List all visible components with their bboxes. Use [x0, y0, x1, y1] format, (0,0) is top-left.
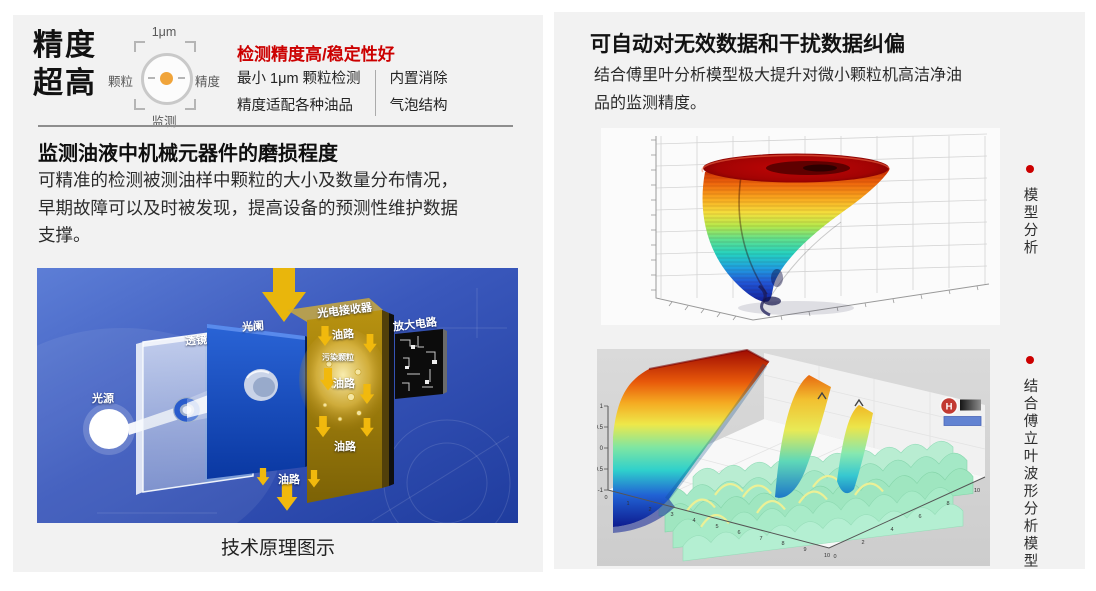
feature-item: 最小 1μm 颗粒检测 — [237, 71, 361, 87]
icon-label-monitor: 监测 — [151, 115, 177, 129]
card-title-line2: 超高 — [33, 67, 97, 100]
diagram-label-lens: 透镜 — [184, 334, 208, 348]
model-analysis-chart-image — [601, 128, 1000, 325]
oil-chamber — [287, 298, 394, 503]
axes: 1 0.5 0 -0.5 -1 0 1 2 3 4 5 6 7 — [597, 404, 986, 560]
amplifier-board — [395, 329, 447, 399]
svg-text:2: 2 — [861, 540, 864, 546]
icon-label-1um: 1μm — [151, 25, 177, 39]
svg-text:3: 3 — [670, 512, 673, 518]
optical-path-illustration — [37, 268, 518, 523]
diagram-label-oil-path: 油路 — [331, 328, 355, 342]
svg-text:5: 5 — [715, 524, 718, 530]
bracket-corner-icon — [134, 41, 145, 52]
diagram-label-oil-path: 油路 — [333, 378, 355, 390]
data-correction-card: 可自动对无效数据和干扰数据纠偏 结合傅里叶分析模型极大提升对微小颗粒机高洁净油 … — [554, 12, 1085, 571]
crosshair-dash-icon — [178, 77, 185, 79]
diagram-label-light-source: 光源 — [92, 393, 114, 405]
bracket-corner-icon — [185, 41, 196, 52]
crosshair-dash-icon — [148, 77, 155, 79]
spiral-funnel-surface — [701, 153, 890, 317]
main-waves — [613, 349, 873, 533]
badge-letter: H — [946, 402, 953, 413]
axes — [651, 136, 990, 321]
section-body: 可精准的检测被测油样中颗粒的大小及数量分布情况， 早期故障可以及时被发现，提高设… — [38, 170, 458, 245]
svg-text:6: 6 — [737, 530, 740, 536]
svg-text:4: 4 — [692, 518, 695, 524]
spiral-surface-plot — [601, 128, 1000, 325]
svg-text:6: 6 — [918, 514, 921, 520]
waveform-surface-plot: 1 0.5 0 -0.5 -1 0 1 2 3 4 5 6 7 — [597, 349, 990, 566]
vertical-divider — [374, 70, 376, 116]
aperture-panel — [207, 324, 311, 479]
fourier-waveform-chart-image: 1 0.5 0 -0.5 -1 0 1 2 3 4 5 6 7 — [597, 349, 990, 566]
diagram-caption: 技术原理图示 — [220, 538, 335, 559]
side-label-text: 结合傅立叶波形分析模型 — [1021, 378, 1038, 571]
diagram-label-oil-path: 油路 — [278, 474, 300, 486]
card-title-line1: 精度 — [33, 29, 97, 62]
feature-item: 气泡结构 — [389, 98, 448, 114]
diagram-label-particles: 污染颗粒 — [322, 353, 354, 362]
side-label-fourier-model: 结合傅立叶波形分析模型 — [1016, 356, 1044, 571]
bracket-corner-icon — [134, 99, 145, 110]
highlight-title: 检测精度高/稳定性好 — [237, 45, 395, 64]
circle-ring-icon — [141, 53, 193, 105]
section-title: 监测油液中机械元器件的磨损程度 — [38, 143, 338, 165]
right-card-body: 结合傅里叶分析模型极大提升对微小颗粒机高洁净油 品的监测精度。 — [594, 67, 963, 112]
ripple-field — [658, 440, 974, 562]
svg-text:9: 9 — [803, 547, 806, 553]
svg-text:7: 7 — [759, 536, 762, 542]
svg-text:8: 8 — [946, 501, 949, 507]
brand-badge: H — [939, 396, 982, 426]
bullet-icon — [1026, 356, 1034, 364]
icon-label-precision: 精度 — [194, 75, 220, 89]
bracket-corner-icon — [185, 99, 196, 110]
feature-column-left: 最小 1μm 颗粒检测 精度适配各种油品 — [237, 66, 361, 120]
svg-text:1: 1 — [626, 501, 629, 507]
icon-label-particle: 颗粒 — [108, 75, 134, 89]
svg-text:0: 0 — [604, 495, 607, 501]
optical-path-diagram: 光源 透镜 光阑 光电接收器 放大电路 油路 污染颗粒 油路 油路 油路 — [37, 268, 518, 523]
svg-text:10: 10 — [974, 488, 980, 494]
svg-text:0: 0 — [600, 446, 604, 452]
diagram-label-aperture: 光阑 — [241, 320, 265, 334]
side-label-model-analysis: 模型分析 — [1016, 165, 1044, 257]
right-card-title: 可自动对无效数据和干扰数据纠偏 — [590, 33, 905, 56]
side-label-text: 模型分析 — [1021, 187, 1038, 257]
particle-dot-icon — [160, 72, 173, 85]
feature-column-right: 内置消除 气泡结构 — [390, 66, 448, 120]
feature-list: 最小 1μm 颗粒检测 精度适配各种油品 内置消除 气泡结构 — [237, 66, 448, 120]
feature-item: 精度适配各种油品 — [237, 98, 353, 114]
inlet-arrow-icon — [262, 268, 306, 322]
svg-text:-0.5: -0.5 — [597, 467, 604, 473]
card-title: 精度 超高 — [33, 27, 97, 103]
diagram-label-oil-path: 油路 — [334, 441, 356, 453]
light-source-glyph — [83, 403, 135, 455]
svg-text:8: 8 — [781, 541, 784, 547]
bullet-icon — [1026, 165, 1034, 173]
svg-text:1: 1 — [600, 404, 604, 410]
feature-item: 内置消除 — [389, 71, 448, 87]
svg-text:0.5: 0.5 — [597, 425, 604, 431]
particle-target-icon: 1μm 颗粒 精度 监测 — [108, 25, 220, 129]
horizontal-divider — [38, 125, 513, 127]
svg-text:10: 10 — [824, 553, 830, 559]
svg-text:-1: -1 — [598, 488, 604, 494]
svg-text:2: 2 — [648, 507, 651, 513]
precision-card: 精度 超高 1μm 颗粒 精度 监测 检测精度高/稳定性好 最小 1μm 颗粒检测… — [13, 15, 543, 572]
svg-text:4: 4 — [890, 527, 893, 533]
svg-text:0: 0 — [833, 554, 836, 560]
